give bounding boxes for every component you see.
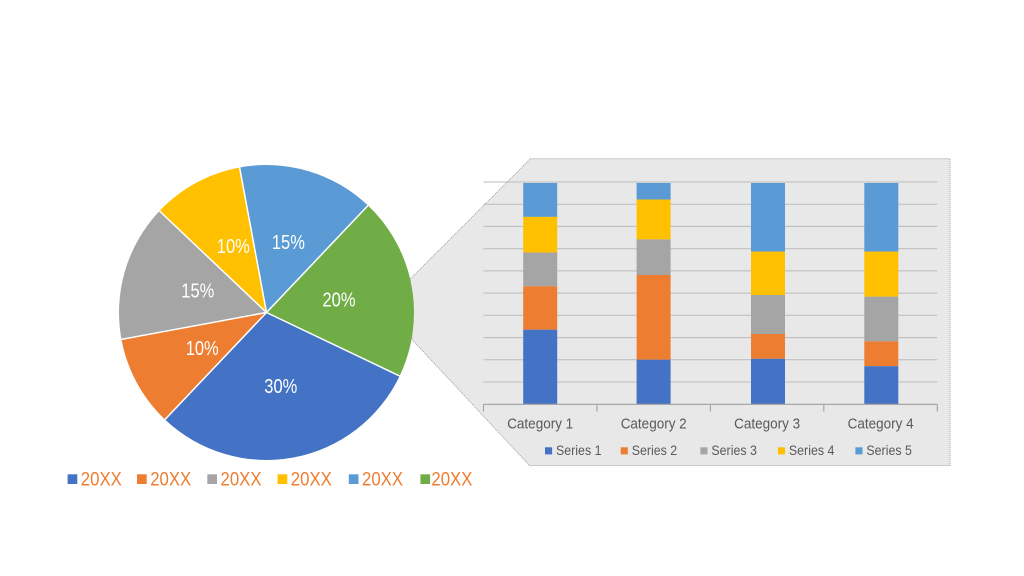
svg-text:Series 5: Series 5 [866, 443, 912, 458]
svg-text:10%: 10% [217, 236, 250, 258]
svg-text:15%: 15% [272, 232, 305, 254]
svg-text:Category 4: Category 4 [848, 416, 914, 433]
svg-text:Series 2: Series 2 [632, 443, 678, 458]
svg-text:Category 3: Category 3 [734, 416, 800, 433]
svg-text:20XX: 20XX [362, 469, 403, 490]
svg-text:20%: 20% [323, 290, 356, 312]
svg-text:20XX: 20XX [431, 469, 472, 490]
svg-text:Series 3: Series 3 [711, 443, 757, 458]
svg-text:Series 4: Series 4 [789, 443, 835, 458]
svg-text:20XX: 20XX [150, 469, 191, 490]
svg-text:20XX: 20XX [291, 469, 332, 490]
svg-text:30%: 30% [264, 376, 297, 398]
svg-text:Category 1: Category 1 [507, 416, 573, 433]
svg-text:20XX: 20XX [221, 469, 262, 490]
svg-text:15%: 15% [181, 280, 214, 302]
svg-text:Category 2: Category 2 [621, 416, 687, 433]
svg-text:20XX: 20XX [81, 469, 122, 490]
svg-text:Series 1: Series 1 [556, 443, 602, 458]
svg-text:10%: 10% [186, 338, 219, 360]
